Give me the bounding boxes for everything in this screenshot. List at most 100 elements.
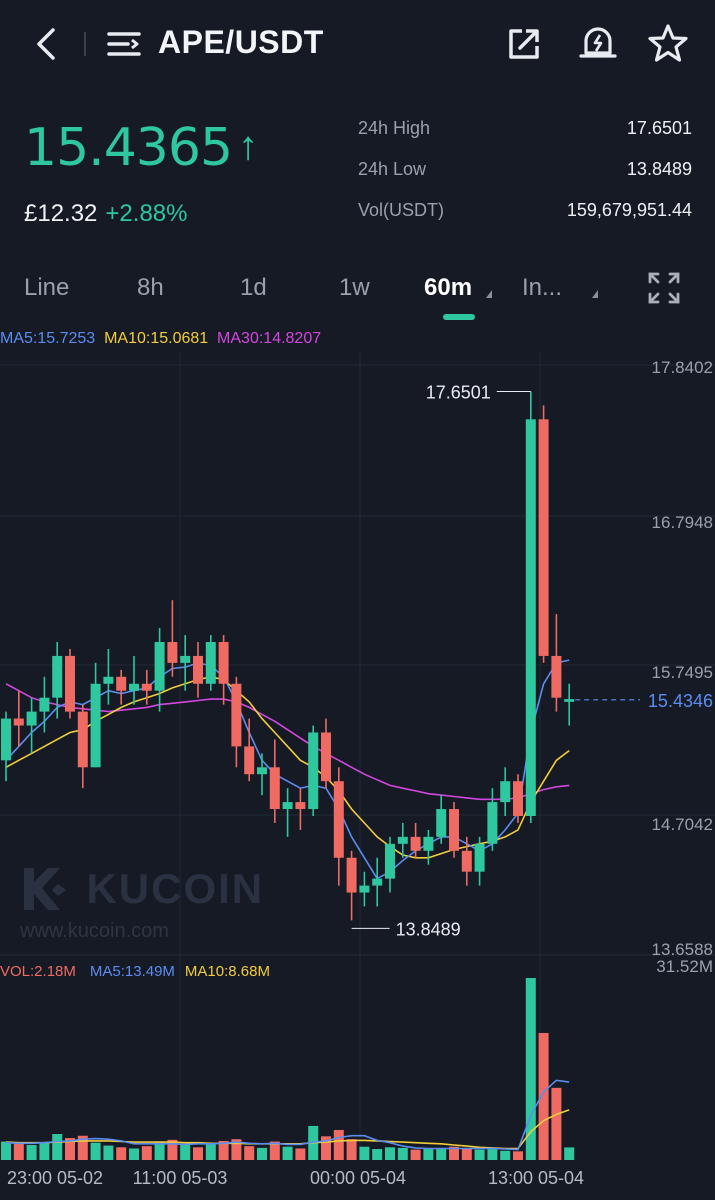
watermark-url: www.kucoin.com [20,920,169,942]
candle-body [77,711,88,768]
candle-body [333,781,344,858]
tab-line[interactable]: Line [24,274,70,301]
volume-bar [295,1148,306,1160]
volume-ma10-line [5,1109,570,1150]
candle-body [551,655,562,698]
price-axis-label: 17.8402 [652,358,713,377]
candle-body [513,781,523,816]
volume-bar [244,1146,255,1160]
ma10-legend: MA10:15.0681 [104,330,209,347]
time-axis-label: 13:00 05-04 [488,1168,584,1188]
share-icon [509,29,539,59]
candle-body [385,843,395,879]
volume-bar [154,1142,165,1160]
price-alert-button[interactable] [575,20,621,66]
price-axis-label: 16.7948 [652,513,713,532]
stat-volume: Vol(USDT) 159,679,951.44 [358,200,692,241]
candle-body [231,683,242,747]
fullscreen-button[interactable] [644,268,684,308]
volume-bar [513,1151,523,1160]
volume-bar [65,1138,75,1160]
volume-bar [359,1146,370,1160]
volume-bar [257,1147,267,1160]
fiat-price-row: £12.32 +2.88% [24,200,187,228]
pair-title[interactable]: APE/USDT [158,24,324,60]
volume-legend: VOL:2.18M MA5:13.49M MA10:8.68M [0,963,270,980]
interval-tabs: Line 8h 1d 1w 60m In... [0,262,715,322]
kucoin-logo-icon [24,868,66,910]
volume-ma5-line [5,1079,570,1151]
tab-1w[interactable]: 1w [339,274,370,301]
candle-body [52,655,63,698]
volume-bar [410,1149,421,1160]
candle-body [410,836,421,851]
volume-bar [333,1129,344,1160]
candle-body [525,419,536,816]
pair-menu-button[interactable] [104,24,144,64]
volume-bar [461,1148,472,1160]
tab-8h[interactable]: 8h [137,274,164,301]
volume-bar [346,1139,357,1160]
volume-bar [13,1143,24,1160]
candle-body [205,642,216,684]
volume-bar [1,1141,11,1160]
high-marker-label: 17.6501 [426,382,491,402]
price-chart[interactable]: 17.8402 16.7948 15.7495 14.7042 13.6588 17.65… [0,352,715,1200]
watermark: KUCOIN www.kucoin.com [20,864,265,942]
time-axis-label: 23:00 05-02 [7,1168,103,1188]
candle-body [180,655,191,663]
stat-value: 17.6501 [626,118,692,138]
candle-body [449,809,459,851]
current-price-label: 15.4346 [648,691,713,711]
volume-bar [397,1147,408,1160]
candle-body [436,809,447,837]
candle-body [564,699,575,702]
volume-bar [141,1146,152,1160]
fiat-price: £12.32 [24,200,98,227]
low-marker-label: 13.8489 [396,919,461,939]
volume-bar [129,1148,139,1160]
volume-bar [193,1147,203,1160]
dropdown-caret-icon [592,290,598,298]
candle-body [244,746,255,775]
candle-body [154,642,165,691]
volume-bar [372,1149,383,1160]
candle-body [538,419,549,656]
watermark-brand: KUCOIN [86,865,265,912]
stat-24h-high: 24h High 17.6501 [358,118,692,159]
price-axis-label: 15.7495 [652,663,713,682]
ticker-stats: 24h High 17.6501 24h Low 13.8489 Vol(USD… [358,118,692,241]
volume-bar [231,1139,242,1160]
candle-body [346,857,357,893]
tab-1d[interactable]: 1d [240,274,267,301]
candle-body [487,802,498,844]
volume-bar [116,1147,127,1160]
chevron-left-icon [37,28,55,60]
volume-bar [564,1147,575,1160]
volume-bar [282,1146,293,1160]
volume-axis-label: 31.52M [656,957,713,976]
stat-label: Vol(USDT) [358,200,445,220]
candle-body [295,802,306,810]
volume-bar [77,1135,88,1160]
tab-60m[interactable]: 60m [424,274,473,301]
favorite-button[interactable] [645,20,691,66]
candle-body [500,781,511,803]
volume-bar [551,1087,562,1160]
candle-body [372,878,383,886]
candle-body [461,850,472,872]
stat-value: 13.8489 [626,159,692,179]
back-button[interactable] [24,22,68,66]
stat-label: 24h Low [358,159,427,179]
fullscreen-icon [648,272,680,304]
volume-bar [39,1142,50,1160]
share-button[interactable] [502,22,546,66]
divider [84,32,86,56]
volume-bar [321,1136,331,1160]
price-axis-label: 13.6588 [652,940,713,959]
candle-body [129,683,139,691]
tab-indicators[interactable]: In... [522,274,563,301]
volume-bar [423,1148,434,1160]
volume-bar [26,1144,37,1160]
candle-body [1,718,11,761]
